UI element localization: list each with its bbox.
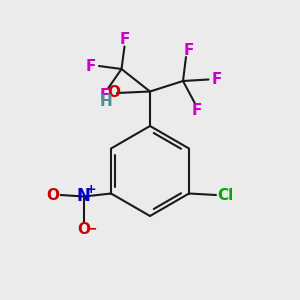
Text: F: F (85, 58, 96, 74)
Text: F: F (183, 43, 194, 58)
Text: F: F (191, 103, 202, 118)
Text: O: O (77, 222, 91, 237)
Text: O: O (46, 188, 60, 202)
Text: H: H (99, 94, 112, 109)
Text: F: F (119, 32, 130, 47)
Text: −: − (86, 221, 97, 235)
Text: O: O (107, 85, 120, 100)
Text: Cl: Cl (217, 188, 233, 202)
Text: +: + (85, 183, 96, 196)
Text: N: N (76, 187, 90, 205)
Text: F: F (212, 72, 222, 87)
Text: F: F (100, 88, 110, 103)
